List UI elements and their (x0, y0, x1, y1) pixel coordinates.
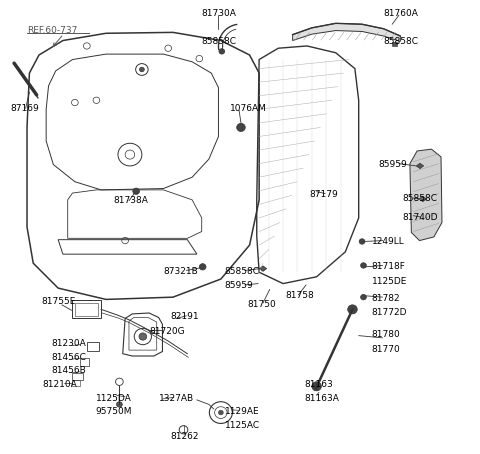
Text: 81760A: 81760A (384, 9, 419, 18)
Bar (392, 42, 397, 46)
Polygon shape (416, 163, 424, 168)
Text: 1125DA: 1125DA (96, 394, 131, 403)
Text: 81758: 81758 (286, 291, 314, 300)
Bar (72, 301, 101, 318)
Text: 95750M: 95750M (96, 407, 132, 416)
Text: 81750: 81750 (247, 301, 276, 309)
Polygon shape (293, 23, 400, 41)
Text: 81163: 81163 (305, 380, 334, 389)
Text: REF.60-737: REF.60-737 (27, 25, 77, 35)
Text: 1129AE: 1129AE (225, 407, 259, 416)
Text: 81730A: 81730A (202, 9, 237, 18)
Circle shape (348, 305, 357, 314)
Text: 81772D: 81772D (372, 309, 407, 317)
Text: 85858C: 85858C (225, 267, 260, 276)
Circle shape (359, 239, 365, 244)
Polygon shape (410, 149, 442, 241)
Text: 81770: 81770 (372, 345, 400, 354)
Text: 85858C: 85858C (202, 37, 237, 46)
Circle shape (312, 382, 322, 391)
Text: 81163A: 81163A (305, 394, 339, 403)
Text: 87321B: 87321B (163, 267, 198, 276)
Circle shape (219, 49, 225, 54)
Text: 85858C: 85858C (384, 37, 419, 46)
Text: 1327AB: 1327AB (158, 394, 194, 403)
Circle shape (139, 333, 147, 340)
Text: 81740D: 81740D (403, 212, 438, 222)
Text: 81456C: 81456C (51, 353, 86, 362)
Circle shape (237, 123, 245, 132)
Text: 81720G: 81720G (149, 326, 185, 336)
Circle shape (218, 410, 223, 415)
Polygon shape (419, 196, 427, 202)
Text: 81782: 81782 (372, 294, 400, 303)
Bar (75, 302, 98, 316)
Circle shape (117, 402, 122, 407)
Text: 81738A: 81738A (113, 196, 148, 205)
Circle shape (360, 295, 366, 300)
Circle shape (140, 67, 144, 72)
Text: 85959: 85959 (379, 160, 408, 169)
Text: 1125AC: 1125AC (225, 421, 260, 430)
Text: 85959: 85959 (225, 281, 253, 291)
Polygon shape (259, 266, 267, 271)
Text: 85858C: 85858C (403, 194, 438, 203)
Text: 1076AM: 1076AM (230, 104, 267, 113)
Text: 87179: 87179 (310, 190, 338, 199)
Text: 81210A: 81210A (43, 380, 78, 389)
Text: 82191: 82191 (170, 312, 199, 321)
Circle shape (199, 264, 206, 270)
Text: 81456B: 81456B (51, 366, 86, 375)
Text: 1249LL: 1249LL (372, 237, 404, 246)
Text: 81718F: 81718F (372, 262, 406, 271)
Circle shape (360, 263, 366, 268)
Text: 81262: 81262 (170, 432, 199, 440)
Text: 81755E: 81755E (41, 297, 76, 306)
Text: 1125DE: 1125DE (372, 277, 407, 286)
Text: 81230A: 81230A (51, 339, 86, 348)
Text: 81780: 81780 (372, 330, 400, 339)
Circle shape (133, 188, 140, 194)
Text: 87169: 87169 (10, 104, 39, 113)
